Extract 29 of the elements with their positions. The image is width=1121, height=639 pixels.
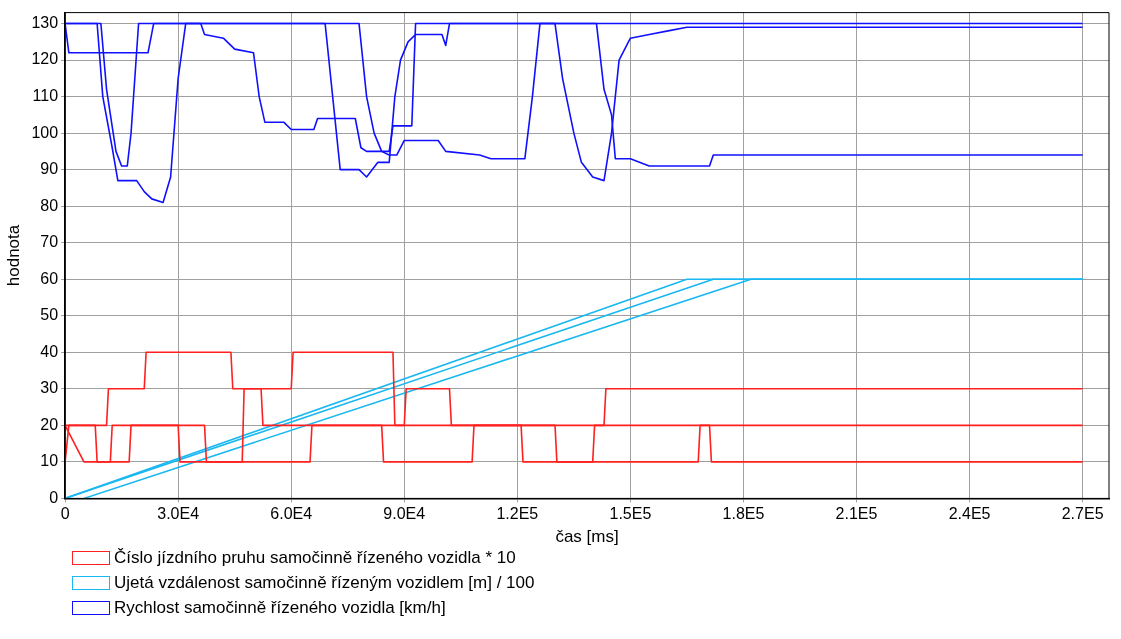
y-tick-label: 80 bbox=[40, 196, 59, 214]
x-tick-label: 1.8E5 bbox=[722, 505, 765, 523]
x-axis-title: čas [ms] bbox=[555, 527, 619, 547]
y-tick-label: 90 bbox=[40, 160, 59, 178]
x-tick-label: 6.0E4 bbox=[270, 505, 313, 523]
x-tick-label: 1.2E5 bbox=[496, 505, 539, 523]
legend-label: Ujetá vzdálenost samočinně řízeným vozidlem [m] / 100 bbox=[114, 573, 535, 593]
y-tick-label: 60 bbox=[40, 269, 59, 287]
legend-label: Číslo jízdního pruhu samočinně řízeného vozidla * 10 bbox=[114, 548, 516, 568]
x-tick-label: 2.1E5 bbox=[835, 505, 878, 523]
x-tick-label: 2.4E5 bbox=[948, 505, 991, 523]
y-tick-label: 130 bbox=[31, 13, 59, 31]
x-tick-label: 2.7E5 bbox=[1061, 505, 1104, 523]
y-axis-title: hodnota bbox=[3, 224, 23, 287]
y-tick-label: 20 bbox=[40, 415, 59, 433]
x-tick-label: 3.0E4 bbox=[157, 505, 200, 523]
y-tick-label: 50 bbox=[40, 306, 59, 324]
y-tick-label: 70 bbox=[40, 233, 59, 251]
x-tick-label: 9.0E4 bbox=[383, 505, 426, 523]
y-tick-label: 0 bbox=[49, 488, 59, 506]
y-tick-label: 100 bbox=[31, 123, 59, 141]
y-tick-label: 40 bbox=[40, 342, 59, 360]
y-tick-label: 10 bbox=[40, 452, 59, 470]
y-tick-label: 120 bbox=[31, 50, 59, 68]
legend-label: Rychlost samočinně řízeného vozidla [km/h] bbox=[114, 598, 446, 618]
x-tick-label: 0 bbox=[60, 505, 70, 523]
y-tick-label: 30 bbox=[40, 379, 59, 397]
x-tick-label: 1.5E5 bbox=[609, 505, 652, 523]
y-tick-label: 110 bbox=[32, 87, 59, 105]
